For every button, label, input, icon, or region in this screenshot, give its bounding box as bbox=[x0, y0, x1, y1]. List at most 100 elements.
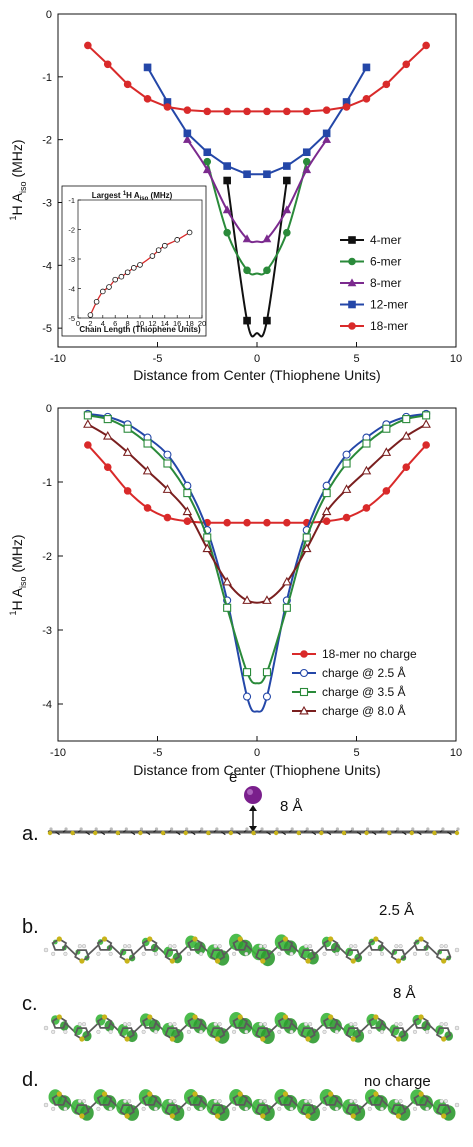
hydrogen-atom bbox=[77, 1022, 82, 1027]
chart2-x-tick-label: -10 bbox=[50, 747, 66, 759]
end-hydrogen bbox=[43, 1102, 49, 1108]
chart2-legend-label-charge-2-5: charge @ 2.5 Å bbox=[322, 665, 406, 680]
thiophene-ring bbox=[300, 1027, 316, 1041]
sulfur-atom bbox=[305, 958, 311, 964]
thiophene-ring bbox=[277, 1092, 294, 1106]
chart1-point-4-mer bbox=[243, 316, 251, 325]
hydrogen-atom bbox=[398, 1022, 403, 1027]
inset-x-tick-label: 0 bbox=[76, 319, 80, 328]
chart2-point-charge-3-5 bbox=[402, 415, 411, 424]
sulfur-atom bbox=[56, 936, 62, 942]
hydrogen-atom bbox=[308, 1099, 313, 1104]
chart2-point-18-mer-no-charge bbox=[143, 504, 152, 512]
chart2-point-charge-8-0 bbox=[321, 506, 332, 516]
hydrogen-atom bbox=[172, 944, 177, 949]
hydrogen-atom bbox=[289, 951, 294, 956]
hydrogen-atom bbox=[262, 1099, 267, 1104]
inset-y-tick-label: -1 bbox=[68, 196, 75, 205]
chart2-point-18-mer-no-charge bbox=[183, 517, 192, 526]
hydrogen-atom bbox=[51, 951, 56, 956]
end-hydrogen bbox=[43, 1025, 49, 1031]
sulfur-atom bbox=[260, 1113, 266, 1119]
chart2-point-18-mer-no-charge bbox=[422, 441, 430, 449]
inset-point bbox=[93, 298, 100, 305]
hydrogen-atom bbox=[277, 951, 282, 956]
hydrogen-atom bbox=[394, 944, 399, 949]
chart2-x-tick-label: 10 bbox=[450, 747, 462, 759]
thiophene-ring bbox=[96, 1015, 113, 1029]
thiophene-ring bbox=[74, 1104, 90, 1118]
hydrogen-atom bbox=[154, 827, 159, 831]
chart2-point-charge-8-0 bbox=[401, 430, 412, 440]
hydrogen-atom bbox=[262, 1022, 267, 1027]
thiophene-ring bbox=[413, 937, 429, 951]
hydrogen-atom bbox=[200, 827, 204, 831]
chart2-point-charge-3-5 bbox=[223, 603, 232, 612]
chart2-y-tick-label: -2 bbox=[42, 551, 52, 563]
chain-bond bbox=[326, 831, 332, 836]
sulfur-atom bbox=[341, 830, 347, 836]
sulfur-atom bbox=[395, 1113, 402, 1119]
chart2-point-18-mer-no-charge bbox=[382, 487, 391, 495]
hydrogen-atom bbox=[320, 827, 324, 831]
hydrogen-atom bbox=[303, 1099, 308, 1104]
thiophene-ring bbox=[255, 949, 271, 963]
chart1-point-6-mer bbox=[223, 228, 231, 237]
panel-c-annotation: 8 Å bbox=[393, 985, 416, 1002]
chart1-point-6-mer bbox=[302, 157, 311, 166]
chart1-x-tick-label: -10 bbox=[50, 353, 66, 365]
hydrogen-atom bbox=[109, 827, 113, 831]
sulfur-atom bbox=[373, 936, 379, 942]
chart1-series-line-18-mer bbox=[87, 44, 427, 113]
hydrogen-atom bbox=[153, 951, 158, 956]
chart1-point-12-mer bbox=[302, 148, 311, 157]
chart2-point-charge-3-5 bbox=[342, 459, 351, 468]
y2-label-unit: (MHz) bbox=[9, 534, 25, 576]
molecule-a-side-view bbox=[47, 827, 460, 836]
chart1-legend-label-4-mer: 4-mer bbox=[370, 233, 401, 247]
chain-bond bbox=[175, 831, 181, 836]
chart2-point-charge-8-0 bbox=[262, 595, 272, 604]
inset-y-tick-label: -4 bbox=[68, 285, 75, 294]
panel-c-label: c. bbox=[22, 993, 38, 1015]
hydrogen-atom bbox=[322, 1029, 327, 1034]
hydrogen-atom bbox=[258, 1099, 263, 1104]
chart2-point-charge-3-5 bbox=[83, 411, 92, 420]
thiophene-ring bbox=[141, 937, 158, 951]
thiophene-ring bbox=[187, 1092, 203, 1106]
sulfur-atom bbox=[350, 958, 356, 964]
thiophene-ring bbox=[368, 1092, 384, 1106]
chart1-series-line-8-mer bbox=[186, 139, 328, 244]
chart2-legend-marker-18-mer-no-charge bbox=[300, 650, 308, 658]
hydrogen-atom bbox=[425, 951, 430, 956]
chart1-point-4-mer bbox=[263, 316, 271, 325]
chart2-point-18-mer-no-charge bbox=[163, 513, 172, 522]
hydrogen-atom bbox=[153, 1106, 158, 1111]
sulfur-atom bbox=[47, 830, 53, 836]
y-label-unit: (MHz) bbox=[9, 139, 25, 181]
hydrogen-atom bbox=[439, 944, 444, 949]
hydrogen-atom bbox=[82, 1099, 87, 1104]
sulfur-atom bbox=[282, 1014, 289, 1020]
sulfur-atom bbox=[93, 830, 98, 836]
hydrogen-atom bbox=[217, 1099, 222, 1104]
thiophene-ring bbox=[74, 949, 90, 963]
chart2-series-line-charge-3-5 bbox=[87, 414, 427, 685]
thiophene-ring bbox=[435, 949, 452, 963]
thiophene-ring bbox=[300, 949, 316, 963]
chart2-x-tick-label: 0 bbox=[254, 747, 260, 759]
thiophene-ring bbox=[164, 1104, 181, 1118]
chart1-point-8-mer bbox=[242, 234, 252, 243]
chart1-point-12-mer bbox=[203, 148, 212, 157]
y-label-H: H A bbox=[9, 192, 25, 215]
chart1-point-6-mer bbox=[263, 266, 271, 275]
chart2-point-charge-3-5 bbox=[143, 439, 152, 448]
chart2-legend-marker-charge-3-5 bbox=[299, 687, 309, 697]
chart1-legend-marker-12-mer bbox=[348, 300, 356, 309]
panel-b-label: b. bbox=[22, 916, 39, 938]
chart1-y-tick-label: -2 bbox=[42, 135, 52, 147]
hydrogen-atom bbox=[379, 951, 384, 956]
chart2-x-tick-label: -5 bbox=[153, 747, 163, 759]
y-superscript-1: 1 bbox=[8, 216, 18, 221]
chart1-x-axis-label: Distance from Center (Thiophene Units) bbox=[133, 367, 380, 383]
